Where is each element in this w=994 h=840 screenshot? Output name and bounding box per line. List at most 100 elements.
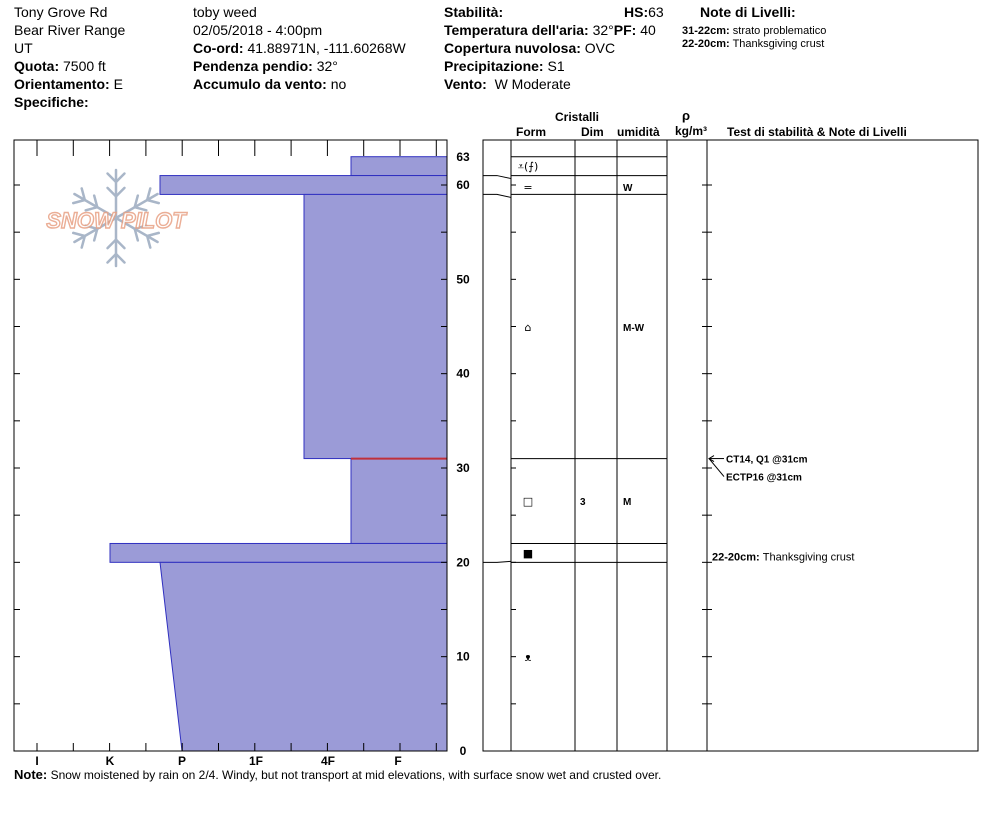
grain-form-icon: ⩡(⨍) [518, 160, 539, 173]
snowflake-icon [71, 168, 161, 268]
aspect-label: Orientamento: [14, 76, 110, 92]
slope-label: Pendenza pendio: [193, 58, 313, 74]
hardness-layer-6 [159, 561, 448, 752]
hardness-layer-4 [350, 458, 448, 544]
coords-value: 41.88971N, -111.60268W [247, 40, 406, 56]
air-temp-value: 32° [592, 22, 614, 38]
stability-label: Stabilità: [444, 4, 504, 20]
grain-size: 3 [580, 497, 586, 508]
hardness-tick-label: K [106, 754, 115, 768]
cloud-value: OVC [584, 40, 616, 56]
hardness-plot-frame [13, 139, 448, 752]
wind-label: Vento: [444, 76, 487, 92]
grain-form-icon: ⌂ [525, 321, 532, 334]
wind-loading-label: Accumulo da vento: [193, 76, 327, 92]
air-temp-row: Temperatura dell'aria: 32°PF: 40 [444, 21, 656, 39]
density-symbol: ρ [682, 108, 691, 123]
elevation-label: Quota: [14, 58, 60, 74]
layer-note-1-text: strato problematico [732, 25, 827, 37]
hardness-layer-3 [303, 193, 448, 460]
state-name: UT [14, 40, 33, 56]
hardness-tick-label: F [394, 754, 401, 768]
layer-note-2: 22-20cm: Thanksgiving crust [682, 38, 824, 50]
grain-form-icon: = [523, 181, 532, 194]
stability-test-2: ECTP16 @31cm [726, 473, 802, 484]
observer-name: toby weed [193, 4, 257, 20]
aspect-value: E [113, 76, 123, 92]
precip-row: Precipitazione: S1 [444, 57, 565, 75]
pf-label: PF: [613, 22, 637, 38]
depth-tick-label: 63 [456, 150, 470, 164]
hs-value: 63 [648, 4, 664, 20]
layer-note-1: 31-22cm: strato problematico [682, 25, 826, 37]
location-name: Tony Grove Rd [14, 4, 108, 20]
hardness-tick-label: P [178, 754, 186, 768]
specifics-label: Specifiche: [14, 94, 89, 110]
pf-value: 40 [640, 22, 656, 38]
moisture-header: umidità [617, 125, 660, 139]
snowpilot-logo: SNOW PILOT [46, 168, 188, 268]
specifics-row: Specifiche: [14, 93, 89, 111]
layer-table-frame [482, 139, 979, 752]
hardness-tick-label: 4F [321, 754, 335, 768]
moisture-value: M-W [623, 323, 645, 334]
grain-form-icon: □ [523, 495, 533, 508]
moisture-value: M [623, 497, 631, 508]
hardness-layer-1 [350, 156, 448, 177]
depth-tick-label: 50 [456, 272, 470, 286]
elevation-row: Quota: 7500 ft [14, 57, 106, 75]
precip-label: Precipitazione: [444, 58, 544, 74]
hs-row: HS:63 [624, 3, 664, 21]
stability-row: Stabilità: [444, 3, 503, 21]
grain-form-icon: ᴥ [525, 651, 532, 664]
hardness-layer-5 [109, 542, 448, 563]
logo-text: SNOW PILOT [46, 208, 187, 233]
hardness-tick-label: I [35, 754, 38, 768]
wind-loading-row: Accumulo da vento: no [193, 75, 346, 93]
coords-row: Co-ord: 41.88971N, -111.60268W [193, 39, 406, 57]
slope-value: 32° [316, 58, 338, 74]
layer-note-2-range: 22-20cm: [682, 38, 730, 50]
layer-note-1-range: 31-22cm: [682, 25, 730, 37]
profile-layer-note: 22-20cm: Thanksgiving crust [712, 551, 854, 563]
crystals-header: Cristalli [555, 110, 600, 124]
hs-label: HS: [624, 4, 649, 20]
coords-label: Co-ord: [193, 40, 244, 56]
depth-tick-label: 0 [460, 744, 467, 758]
aspect-row: Orientamento: E [14, 75, 123, 93]
depth-tick-label: 10 [456, 650, 470, 664]
profile-layer-note-text: Thanksgiving crust [763, 551, 855, 563]
profile-layer-note-range: 22-20cm: [712, 551, 763, 563]
wind-loading-value: no [330, 76, 347, 92]
dim-header: Dim [581, 125, 604, 139]
cloud-label: Copertura nuvolosa: [444, 40, 581, 56]
layer-note-2-text: Thanksgiving crust [732, 38, 825, 50]
note-text: Snow moistened by rain on 2/4. Windy, bu… [50, 768, 662, 782]
air-temp-label: Temperatura dell'aria: [444, 22, 589, 38]
hardness-tick-label: 1F [249, 754, 263, 768]
test-pointer-2 [708, 458, 725, 477]
cloud-row: Copertura nuvolosa: OVC [444, 39, 615, 57]
depth-tick-label: 40 [456, 367, 470, 381]
density-unit: kg/m³ [675, 124, 708, 138]
depth-tick-label: 20 [456, 555, 470, 569]
depth-tick-label: 30 [456, 461, 470, 475]
form-header: Form [516, 125, 546, 139]
stability-test-1: CT14, Q1 @31cm [726, 455, 808, 466]
wind-value: W Moderate [494, 76, 571, 92]
layer-notes-title: Note di Livelli: [700, 4, 796, 20]
depth-tick-label: 60 [456, 178, 470, 192]
precip-value: S1 [547, 58, 565, 74]
slope-row: Pendenza pendio: 32° [193, 57, 338, 75]
note-label: Note: [14, 767, 48, 782]
observation-datetime: 02/05/2018 - 4:00pm [193, 22, 323, 38]
moisture-value: W [623, 183, 633, 194]
elevation-value: 7500 ft [63, 58, 106, 74]
footer-note: Note: Snow moistened by rain on 2/4. Win… [14, 767, 661, 782]
hardness-layer-2 [159, 175, 448, 195]
wind-row: Vento: W Moderate [444, 75, 571, 93]
tests-header: Test di stabilità & Note di Livelli [727, 125, 907, 139]
range-name: Bear River Range [14, 22, 126, 38]
grain-form-icon: ■ [523, 547, 533, 560]
